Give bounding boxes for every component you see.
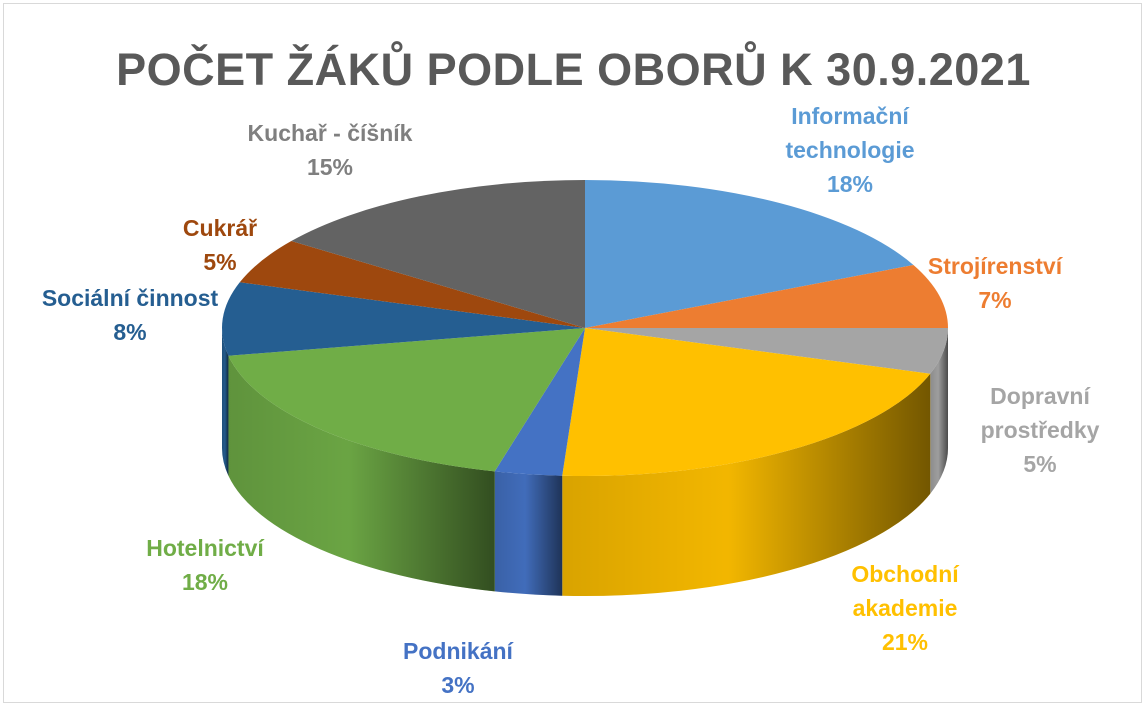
label-value: 8%	[113, 319, 147, 345]
pie-slice	[221, 282, 585, 356]
pie-slice	[585, 180, 914, 328]
chart-title: POČET ŽÁKŮ PODLE OBORŮ K 30.9.2021	[116, 44, 1031, 95]
data-label: Podnikání 3%	[358, 634, 558, 702]
pie-slice	[228, 328, 585, 472]
data-label: Strojírenství 7%	[885, 249, 1105, 317]
data-label: Sociální činnost 8%	[10, 281, 250, 349]
label-value: 18%	[181, 569, 229, 595]
slice-side-shade	[222, 328, 229, 476]
label-value: 7%	[978, 287, 1012, 313]
pie-slice	[494, 328, 585, 476]
data-label: Hotelnictví 18%	[105, 531, 305, 599]
data-label: Kuchař - číšník 15%	[210, 116, 450, 184]
label-name: Cukrář	[182, 215, 258, 241]
pie-slice	[585, 328, 948, 374]
label-value: 18%	[826, 171, 874, 197]
label-name: Dopravní prostředky	[980, 383, 1100, 443]
label-name: Hotelnictví	[146, 535, 264, 561]
label-value: 5%	[1023, 451, 1057, 477]
label-value: 21%	[881, 629, 929, 655]
pie-slice	[239, 241, 585, 328]
pie-slice	[585, 264, 948, 328]
pie-slice	[291, 180, 585, 328]
data-label: Obchodní akademie 21%	[815, 557, 995, 659]
slice-side-shade	[930, 328, 948, 494]
label-name: Kuchař - číšník	[247, 120, 413, 146]
pie-slice	[562, 328, 931, 476]
label-value: 15%	[306, 154, 354, 180]
data-label: Informační technologie 18%	[745, 99, 955, 201]
slice-side-shade	[494, 471, 563, 596]
label-value: 3%	[441, 672, 475, 698]
label-name: Sociální činnost	[41, 285, 219, 311]
label-name: Informační technologie	[785, 103, 915, 163]
data-label: Dopravní prostředky 5%	[960, 379, 1120, 481]
label-name: Podnikání	[403, 638, 513, 664]
label-value: 5%	[203, 249, 237, 275]
label-name: Strojírenství	[927, 253, 1063, 279]
label-name: Obchodní akademie	[851, 561, 959, 621]
data-label: Cukrář 5%	[140, 211, 300, 279]
slice-side-shade	[562, 373, 931, 596]
slice-side-shade	[228, 355, 495, 592]
